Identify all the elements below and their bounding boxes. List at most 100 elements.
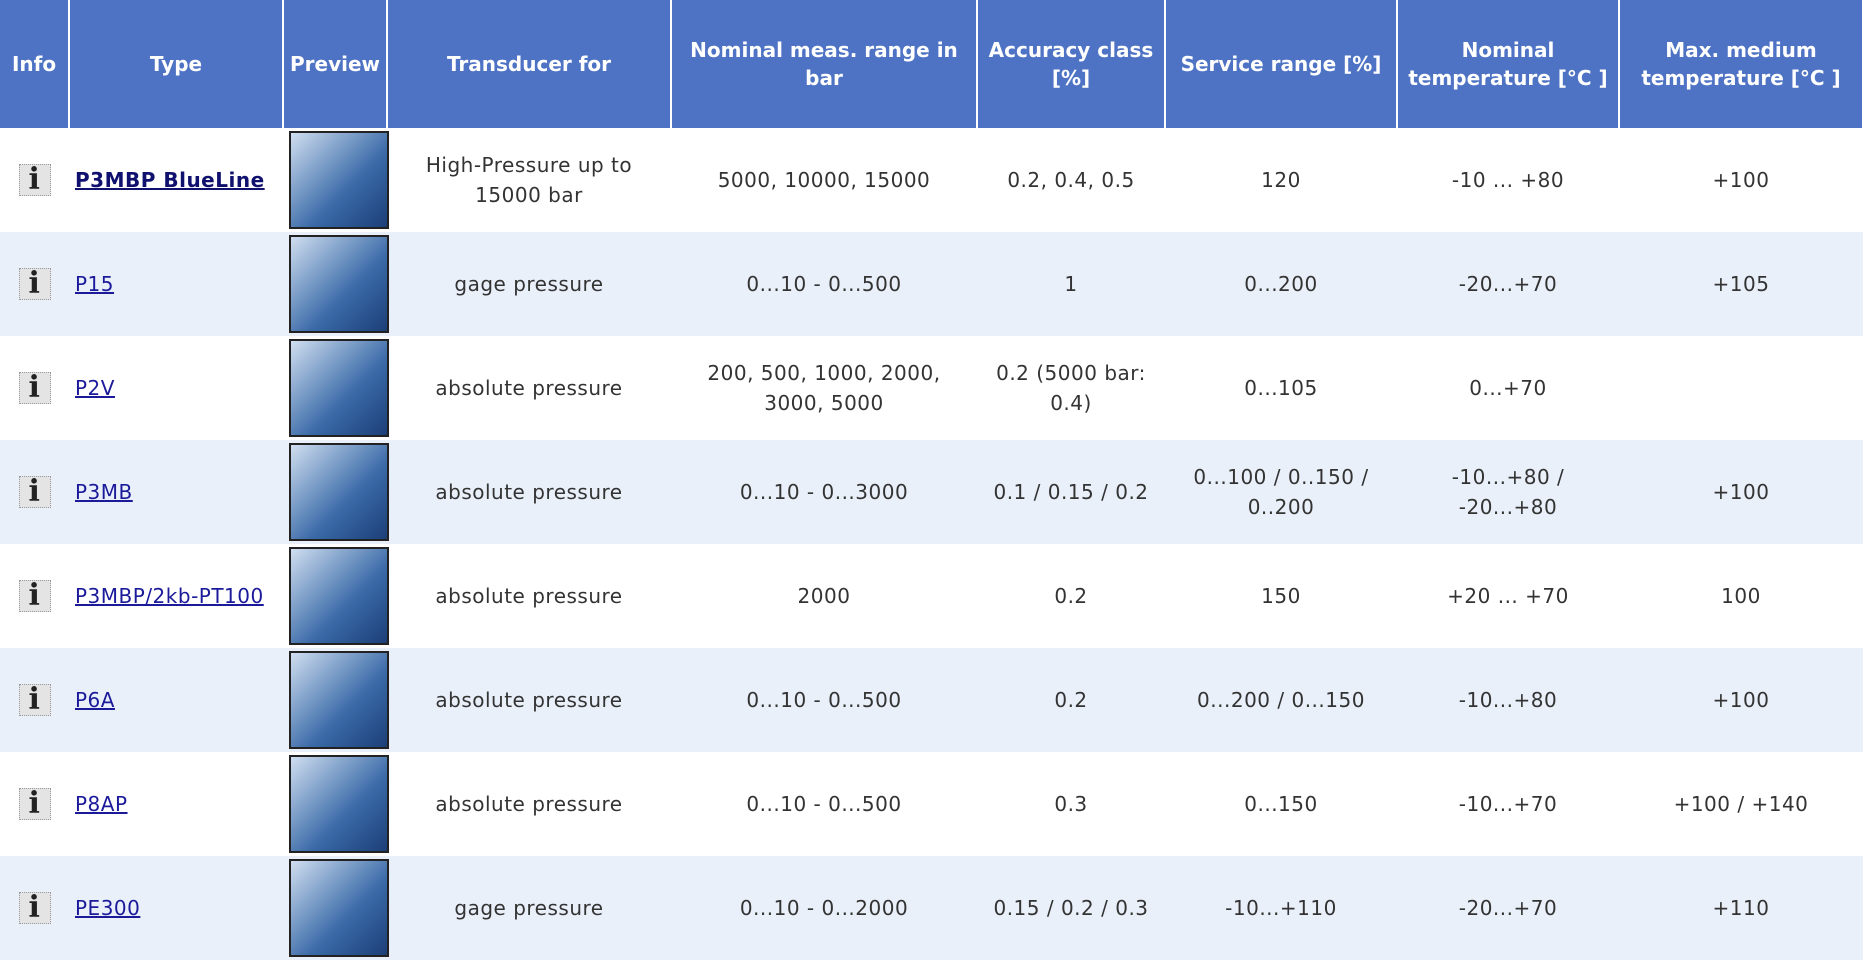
nominal-temp-cell: +20 ... +70 — [1397, 544, 1619, 648]
preview-image[interactable] — [289, 547, 389, 645]
transducer-cell: High-Pressure up to 15000 bar — [387, 128, 671, 232]
preview-image[interactable] — [289, 755, 389, 853]
preview-image[interactable] — [289, 443, 389, 541]
max-temp-cell: 100 — [1619, 544, 1863, 648]
type-cell: P3MB — [69, 440, 283, 544]
preview-cell — [283, 856, 389, 960]
product-link[interactable]: PE300 — [75, 896, 141, 920]
transducer-cell: gage pressure — [387, 856, 671, 960]
product-link[interactable]: P15 — [75, 272, 115, 296]
service-cell: 150 — [1165, 544, 1397, 648]
preview-image[interactable] — [289, 235, 389, 333]
accuracy-cell: 0.15 / 0.2 / 0.3 — [977, 856, 1165, 960]
accuracy-cell: 0.2 (5000 bar: 0.4) — [977, 336, 1165, 440]
info-icon[interactable]: i — [18, 683, 51, 716]
max-temp-cell: +110 — [1619, 856, 1863, 960]
range-cell: 200, 500, 1000, 2000, 3000, 5000 — [671, 336, 977, 440]
nominal-temp-cell: -10 ... +80 — [1397, 128, 1619, 232]
max-temp-cell: +100 — [1619, 440, 1863, 544]
product-link[interactable]: P3MBP BlueLine — [75, 168, 265, 192]
preview-cell — [283, 440, 389, 544]
info-icon[interactable]: i — [18, 891, 51, 924]
column-header: Service range [%] — [1165, 0, 1398, 128]
info-cell: i — [0, 232, 69, 336]
preview-image[interactable] — [289, 131, 389, 229]
accuracy-cell: 0.2, 0.4, 0.5 — [977, 128, 1165, 232]
transducer-cell: absolute pressure — [387, 440, 671, 544]
transducer-cell: absolute pressure — [387, 544, 671, 648]
type-cell: P3MBP/2kb-PT100 — [69, 544, 283, 648]
table-row: i P3MBP/2kb-PT100 absolute pressure 2000 0.2… — [0, 544, 1863, 648]
accuracy-cell: 0.1 / 0.15 / 0.2 — [977, 440, 1165, 544]
header-row: Info Type Preview Transducer for Nominal mea… — [0, 0, 1863, 128]
preview-cell — [283, 232, 389, 336]
transducer-cell: gage pressure — [387, 232, 671, 336]
table-row: i PE300 gage pressure 0...10 - 0...2000 0.15… — [0, 856, 1863, 960]
column-header: Info — [0, 0, 70, 128]
service-cell: 0...200 — [1165, 232, 1397, 336]
accuracy-cell: 0.2 — [977, 648, 1165, 752]
product-link[interactable]: P3MB — [75, 480, 133, 504]
preview-cell — [283, 128, 389, 232]
range-cell: 0...10 - 0...500 — [671, 752, 977, 856]
product-link[interactable]: P8AP — [75, 792, 128, 816]
transducer-cell: absolute pressure — [387, 648, 671, 752]
preview-cell — [283, 752, 389, 856]
preview-cell — [283, 544, 389, 648]
transducer-cell: absolute pressure — [387, 752, 671, 856]
max-temp-cell: +100 — [1619, 648, 1863, 752]
table-body: i P3MBP BlueLine High-Pressure up to 15000… — [0, 128, 1863, 960]
max-temp-cell: +100 — [1619, 128, 1863, 232]
info-cell: i — [0, 856, 69, 960]
column-header: Type — [69, 0, 284, 128]
empty-cell — [1619, 336, 1863, 440]
nominal-temp-cell: -20...+70 — [1397, 232, 1619, 336]
max-temp-cell: +105 — [1619, 232, 1863, 336]
range-cell: 0...10 - 0...3000 — [671, 440, 977, 544]
info-cell: i — [0, 440, 69, 544]
table-row: i P8AP absolute pressure 0...10 - 0...500 0.… — [0, 752, 1863, 856]
service-cell: 0...200 / 0...150 — [1165, 648, 1397, 752]
service-cell: 0...105 — [1165, 336, 1397, 440]
info-icon[interactable]: i — [18, 475, 51, 508]
info-cell: i — [0, 752, 69, 856]
column-header: Accuracy class [%] — [977, 0, 1166, 128]
product-link[interactable]: P6A — [75, 688, 115, 712]
transducer-cell: absolute pressure — [387, 336, 671, 440]
type-cell: P15 — [69, 232, 283, 336]
info-icon[interactable]: i — [18, 267, 51, 300]
column-header: Max. medium temperature [°C ] — [1619, 0, 1863, 128]
info-icon[interactable]: i — [18, 579, 51, 612]
table-row: i P15 gage pressure 0...10 - 0...500 1 0...20… — [0, 232, 1863, 336]
table-row: i P2V absolute pressure 200, 500, 1000, 200… — [0, 336, 1863, 440]
preview-image[interactable] — [289, 339, 389, 437]
table-row: i P6A absolute pressure 0...10 - 0...500 0.2… — [0, 648, 1863, 752]
info-icon[interactable]: i — [18, 787, 51, 820]
info-cell: i — [0, 128, 69, 232]
nominal-temp-cell: -10...+80 — [1397, 648, 1619, 752]
info-icon[interactable]: i — [18, 163, 51, 196]
preview-image[interactable] — [289, 859, 389, 957]
max-temp-cell: +100 / +140 — [1619, 752, 1863, 856]
table-row: i P3MB absolute pressure 0...10 - 0...3000 0… — [0, 440, 1863, 544]
range-cell: 0...10 - 0...500 — [671, 232, 977, 336]
preview-image[interactable] — [289, 651, 389, 749]
column-header: Preview — [283, 0, 388, 128]
range-cell: 0...10 - 0...2000 — [671, 856, 977, 960]
preview-cell — [283, 648, 389, 752]
product-link[interactable]: P2V — [75, 376, 115, 400]
nominal-temp-cell: -20...+70 — [1397, 856, 1619, 960]
type-cell: P6A — [69, 648, 283, 752]
service-cell: 0...150 — [1165, 752, 1397, 856]
accuracy-cell: 1 — [977, 232, 1165, 336]
service-cell: -10...+110 — [1165, 856, 1397, 960]
info-cell: i — [0, 336, 69, 440]
accuracy-cell: 0.3 — [977, 752, 1165, 856]
range-cell: 2000 — [671, 544, 977, 648]
range-cell: 0...10 - 0...500 — [671, 648, 977, 752]
info-icon[interactable]: i — [18, 371, 51, 404]
preview-cell — [283, 336, 389, 440]
product-link[interactable]: P3MBP/2kb-PT100 — [75, 584, 264, 608]
